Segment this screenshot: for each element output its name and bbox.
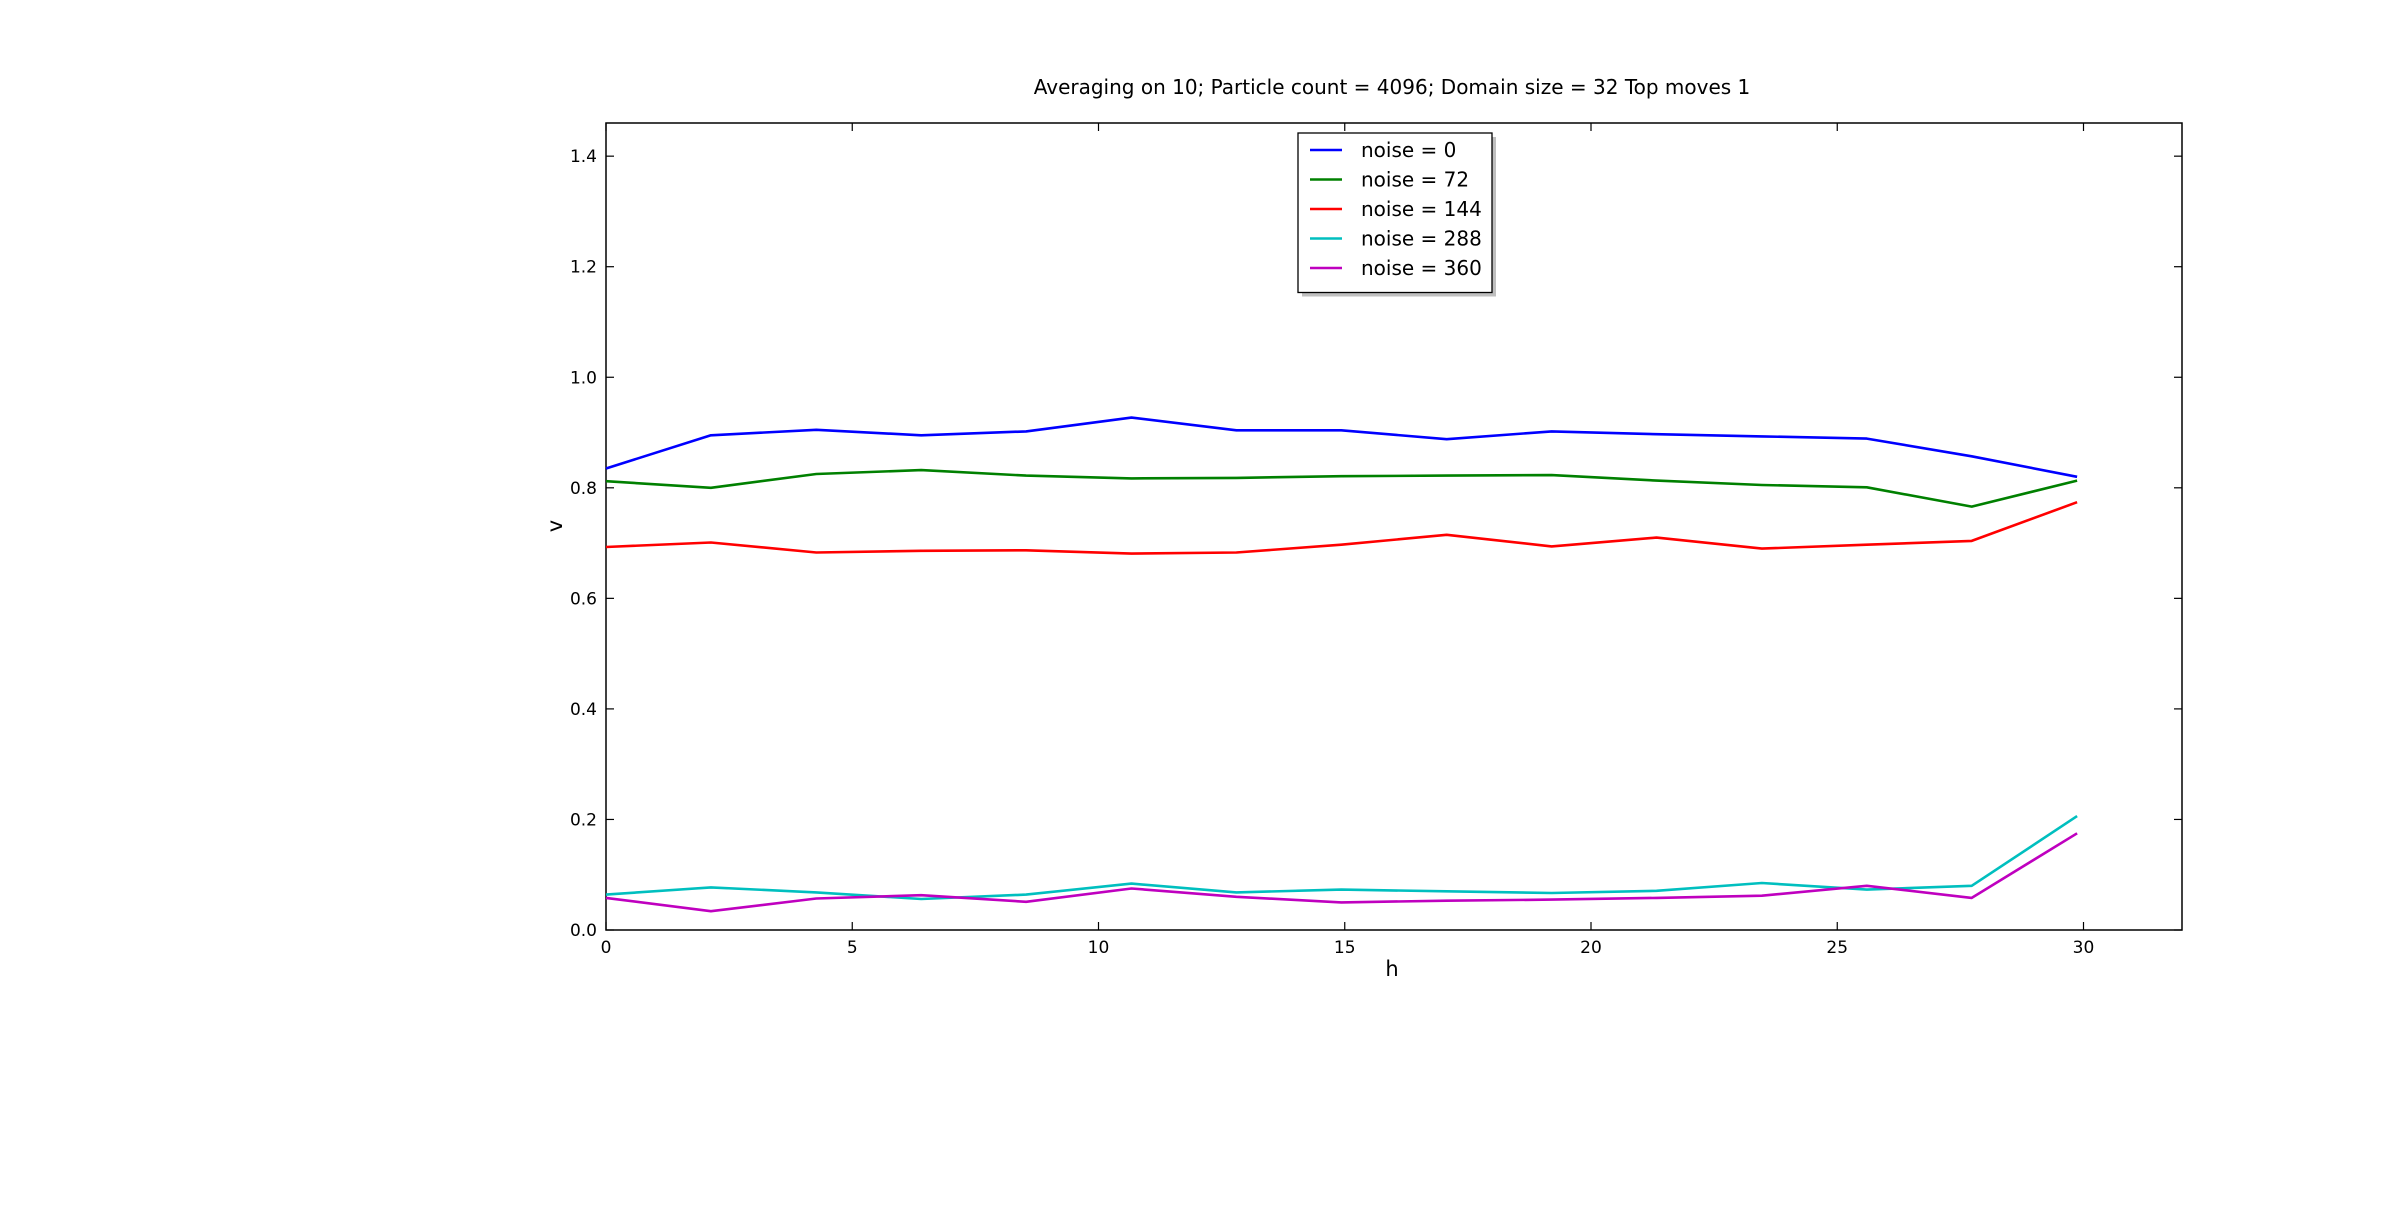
plot-area: 0 5 10 15 20 25 30 0.0 0.2 0.4 0.6 0.8 1.0 1.2 1.4 (570, 122, 2183, 958)
y-tick-label: 0.6 (570, 589, 597, 609)
series-line-2 (605, 500, 2078, 555)
x-tick-label: 25 (1826, 938, 1848, 958)
y-tick-label: 1.2 (570, 258, 597, 278)
legend-label: noise = 0 (1361, 138, 1456, 162)
plot-frame (605, 122, 2183, 931)
legend-label: noise = 144 (1361, 197, 1482, 221)
y-axis-label: v (543, 520, 567, 532)
series-line-0 (605, 416, 2078, 479)
legend-label: noise = 288 (1361, 227, 1482, 251)
x-tick-label: 15 (1334, 938, 1356, 958)
series-line-1 (605, 468, 2078, 508)
x-axis-label: h (1385, 957, 1398, 981)
chart-title: Averaging on 10; Particle count = 4096; … (1034, 75, 1751, 99)
series-line-4 (605, 832, 2078, 913)
y-tick-label: 0.2 (570, 810, 597, 830)
x-tick-label: 20 (1580, 938, 1602, 958)
y-tick-label: 1.4 (570, 147, 597, 167)
y-tick-label: 0.8 (570, 479, 597, 499)
x-tick-label: 30 (2073, 938, 2095, 958)
x-tick-label: 10 (1088, 938, 1110, 958)
y-tick-label: 0.0 (570, 921, 597, 941)
y-tick-label: 0.4 (570, 700, 597, 720)
legend: noise = 0 noise = 72 noise = 144 noise = 28… (1297, 132, 1496, 297)
x-tick-label: 5 (847, 938, 858, 958)
legend-label: noise = 72 (1361, 168, 1469, 192)
y-tick-label: 1.0 (570, 368, 597, 388)
legend-label: noise = 360 (1361, 256, 1482, 280)
legend-box (1297, 132, 1493, 294)
series-line-3 (605, 815, 2078, 901)
x-tick-label: 0 (601, 938, 612, 958)
